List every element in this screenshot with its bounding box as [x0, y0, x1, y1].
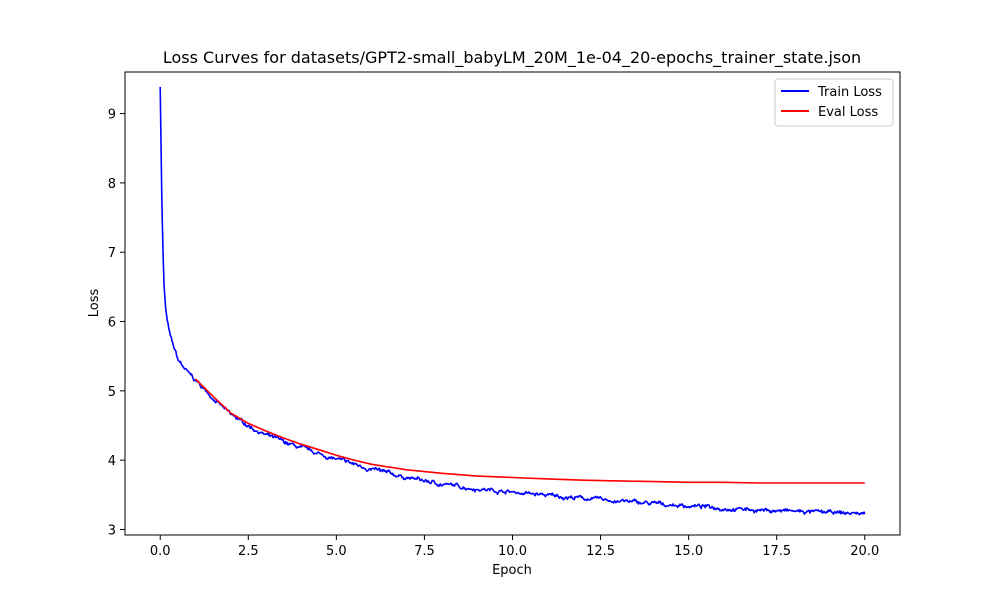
y-tick-label: 8 — [108, 177, 116, 192]
x-tick-label: 7.5 — [414, 544, 435, 559]
y-axis-label: Loss — [87, 289, 102, 318]
legend-label-train-loss: Train Loss — [817, 85, 882, 100]
y-axis: 3 4 5 6 7 8 9 — [108, 108, 125, 538]
x-tick-label: 17.5 — [762, 544, 791, 559]
x-tick-label: 5.0 — [326, 544, 347, 559]
legend-label-eval-loss: Eval Loss — [818, 105, 878, 120]
y-tick-label: 9 — [108, 108, 116, 123]
x-tick-label: 15.0 — [674, 544, 703, 559]
plot-frame — [124, 71, 901, 536]
x-tick-label: 12.5 — [586, 544, 615, 559]
y-tick-label: 3 — [108, 523, 116, 538]
series-line-train-loss — [159, 86, 866, 516]
series-line-eval-loss — [194, 378, 865, 484]
y-tick-label: 6 — [108, 316, 116, 331]
y-tick-label: 4 — [108, 454, 116, 469]
x-axis-label: Epoch — [492, 563, 532, 578]
y-tick-label: 5 — [108, 385, 116, 400]
chart-title: Loss Curves for datasets/GPT2-small_baby… — [163, 48, 861, 68]
legend: Train Loss Eval Loss — [774, 78, 894, 127]
x-tick-label: 10.0 — [498, 544, 527, 559]
x-tick-label: 0.0 — [150, 544, 171, 559]
y-tick-label: 7 — [108, 246, 116, 261]
x-axis: 0.0 2.5 5.0 7.5 10.0 12.5 15.0 17.5 20.0 — [150, 535, 879, 559]
x-tick-label: 20.0 — [850, 544, 879, 559]
x-tick-label: 2.5 — [238, 544, 259, 559]
plot-lines — [159, 86, 866, 516]
